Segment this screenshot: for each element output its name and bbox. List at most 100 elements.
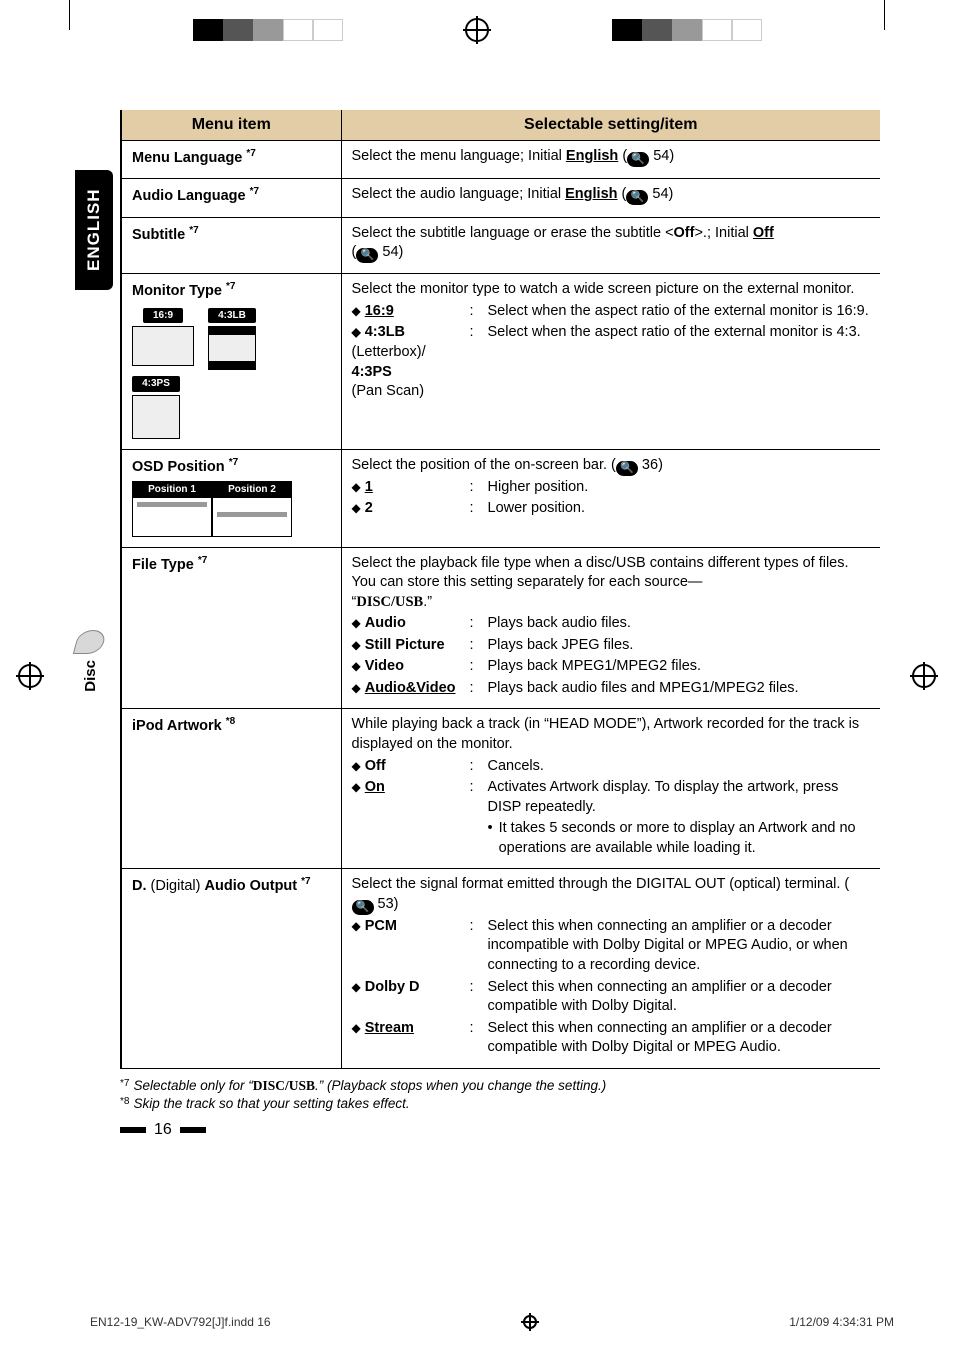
disc-section-tab: Disc	[76, 630, 104, 692]
footer-timestamp: 1/12/09 4:34:31 PM	[789, 1315, 894, 1330]
initial-value: Off	[753, 225, 774, 241]
option-key: Off	[365, 758, 386, 774]
footer-filename: EN12-19_KW-ADV792[J]f.indd 16	[90, 1315, 271, 1330]
option-key: 1	[365, 479, 373, 495]
option-value: Plays back JPEG files.	[488, 636, 871, 656]
row-text: >.; Initial	[694, 225, 752, 241]
row-label: Menu Language	[132, 150, 242, 166]
disc-label: Disc	[82, 660, 99, 692]
option-value: Activates Artwork display. To display th…	[488, 779, 839, 815]
initial-value: English	[566, 148, 618, 164]
row-label: Audio Language	[132, 188, 246, 204]
osd-label: Position 1	[133, 482, 211, 498]
row-intro: Select the position of the on-screen bar…	[352, 457, 616, 473]
registration-mark-footer-icon	[523, 1315, 537, 1329]
option-value: Select this when connecting an amplifier…	[488, 978, 871, 1017]
option-key: Still Picture	[365, 637, 445, 653]
option-key: Dolby D	[365, 979, 420, 995]
footnote-mark: *8	[120, 1095, 129, 1113]
color-bar-right	[612, 19, 762, 41]
option-value: Select this when connecting an amplifier…	[488, 1019, 871, 1058]
option-sub: (Pan Scan)	[352, 383, 425, 399]
page-number-area: 16	[120, 1121, 880, 1140]
registration-mark-left-icon	[18, 664, 42, 688]
page-ref: 36	[642, 457, 658, 473]
disc-icon	[73, 630, 107, 654]
footnote-mark: *7	[189, 225, 198, 236]
reference-icon: 🔍	[627, 152, 649, 167]
footnote-mark: *7	[226, 281, 235, 292]
table-row: Subtitle *7 Select the subtitle language…	[121, 217, 880, 273]
table-row: iPod Artwork *8 While playing back a tra…	[121, 709, 880, 869]
col-header-selectable: Selectable setting/item	[341, 110, 880, 141]
option-key: Audio	[365, 615, 406, 631]
table-row: File Type *7 Select the playback file ty…	[121, 547, 880, 709]
settings-table: Menu item Selectable setting/item Menu L…	[120, 110, 880, 1069]
thumb-4-3lb-icon	[208, 326, 256, 370]
option-value: Plays back audio files.	[488, 614, 871, 634]
option-key: Audio&Video	[365, 680, 456, 696]
footnote-mark: *7	[229, 457, 238, 468]
reference-icon: 🔍	[356, 248, 378, 263]
table-row: Monitor Type *7 16:9 4:3LB 4:3PS Select …	[121, 274, 880, 449]
row-text: Select the audio language; Initial	[352, 186, 566, 202]
option-key: 4:3LB	[352, 324, 406, 340]
option-key: 16:9	[365, 303, 394, 319]
page-ref: 54	[652, 186, 668, 202]
osd-label: Position 2	[213, 482, 291, 498]
option-value: Plays back MPEG1/MPEG2 files.	[488, 657, 871, 677]
option-value: Select when the aspect ratio of the exte…	[488, 302, 871, 322]
option-value: Select this when connecting an amplifier…	[488, 917, 871, 976]
row-label: Monitor Type	[132, 283, 222, 299]
footnote-text: Selectable only for “	[133, 1078, 252, 1093]
row-intro: Select the signal format emitted through…	[352, 876, 850, 892]
row-label: File Type	[132, 556, 194, 572]
monitor-thumbnails: 16:9 4:3LB	[132, 308, 331, 371]
crop-marks-top	[0, 0, 954, 60]
footnote-mark: *7	[246, 148, 255, 159]
row-label: Subtitle	[132, 227, 185, 243]
footnote-mark: *7	[198, 555, 207, 566]
option-value: Lower position.	[488, 499, 871, 519]
option-key: Stream	[365, 1020, 414, 1036]
disc-usb-label: DISC/USB	[356, 594, 423, 610]
option-key: 2	[365, 500, 373, 516]
footnote-mark: *7	[250, 186, 259, 197]
row-label: Audio Output	[205, 878, 298, 894]
language-tab: ENGLISH	[75, 170, 113, 290]
footnotes: *7 Selectable only for “DISC/USB.” (Play…	[120, 1077, 880, 1113]
footnote-text: Skip the track so that your setting take…	[133, 1095, 409, 1113]
value-off: Off	[674, 225, 695, 241]
footnote-text: .” (Playback stops when you change the s…	[315, 1078, 606, 1093]
row-intro: While playing back a track (in “HEAD MOD…	[352, 715, 871, 754]
footnote-mark: *7	[301, 876, 310, 887]
reference-icon: 🔍	[352, 900, 374, 915]
table-row: Audio Language *7 Select the audio langu…	[121, 179, 880, 217]
option-sub: 4:3PS	[352, 364, 392, 380]
reference-icon: 🔍	[626, 190, 648, 205]
row-label: OSD Position	[132, 458, 225, 474]
thumb-label: 4:3PS	[132, 376, 180, 392]
registration-mark-icon	[465, 18, 489, 42]
option-sub: (Letterbox)/	[352, 344, 426, 360]
row-intro: Select the monitor type to watch a wide …	[352, 280, 871, 300]
osd-preview: Position 1 Position 2	[132, 481, 331, 537]
thumb-4-3ps-icon	[132, 395, 180, 439]
row-label: D.	[132, 878, 147, 894]
row-label: (Digital)	[147, 878, 205, 894]
option-value: Plays back audio files and MPEG1/MPEG2 f…	[488, 679, 871, 699]
page-ref: 53	[378, 896, 394, 912]
row-text: Select the subtitle language or erase th…	[352, 225, 674, 241]
table-row: Menu Language *7 Select the menu languag…	[121, 141, 880, 179]
option-key: PCM	[365, 918, 397, 934]
page-ref: 54	[653, 148, 669, 164]
thumb-16-9-icon	[132, 326, 194, 366]
row-label: iPod Artwork	[132, 718, 222, 734]
reference-icon: 🔍	[616, 461, 638, 476]
table-row: D. (Digital) Audio Output *7 Select the …	[121, 869, 880, 1068]
thumb-label: 16:9	[143, 308, 183, 324]
option-value: Higher position.	[488, 478, 871, 498]
option-key: Video	[365, 658, 404, 674]
option-value: Cancels.	[488, 757, 871, 777]
footnote-mark: *8	[226, 716, 235, 727]
